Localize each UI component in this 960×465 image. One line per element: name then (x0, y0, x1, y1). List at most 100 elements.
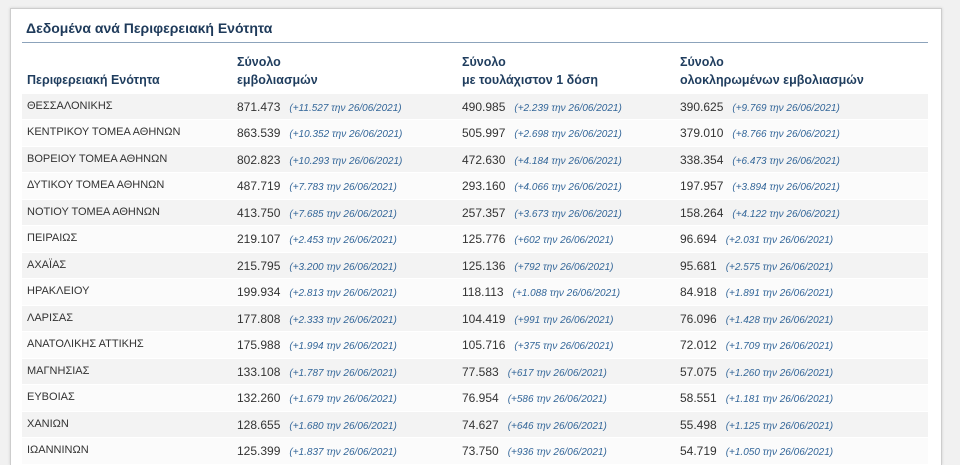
at-least-one-dose-change: (+602 την 26/06/2021) (514, 235, 614, 246)
at-least-one-dose-value: 76.954 (462, 391, 499, 405)
total-vaccinations-value: 802.823 (237, 152, 281, 167)
total-vaccinations-change: (+1.994 την 26/06/2021) (289, 341, 397, 352)
regional-unit-name: ΠΕΙΡΑΙΩΣ (27, 232, 78, 244)
total-vaccinations-value: 133.108 (237, 364, 281, 379)
table-header: Περιφερειακή Ενότητα Σύνολο εμβολιασμών … (22, 53, 928, 89)
total-vaccinations-change: (+3.200 την 26/06/2021) (289, 261, 397, 273)
at-least-one-dose-change: (+792 την 26/06/2021) (514, 261, 614, 273)
at-least-one-dose-change: (+2.239 την 26/06/2021) (514, 102, 622, 114)
header-completed-vaccinations: Σύνολο ολοκληρωμένων εμβολιασμών (675, 53, 928, 89)
at-least-one-dose-change: (+375 την 26/06/2021) (514, 341, 614, 352)
header-regional-unit: Περιφερειακή Ενότητα (22, 53, 232, 89)
regional-unit-name: ΙΩΑΝΝΙΝΩΝ (27, 444, 89, 456)
at-least-one-dose-cell: 472.630 (+4.184 την 26/06/2021) (457, 147, 675, 173)
total-vaccinations-change: (+2.333 την 26/06/2021) (289, 314, 397, 326)
total-vaccinations-change: (+2.813 την 26/06/2021) (289, 288, 397, 299)
completed-vaccinations-cell: 72.012 (+1.709 την 26/06/2021) (675, 332, 928, 358)
completed-vaccinations-change: (+6.473 την 26/06/2021) (732, 155, 840, 167)
completed-vaccinations-cell: 58.551 (+1.181 την 26/06/2021) (675, 385, 928, 411)
completed-vaccinations-cell: 84.918 (+1.891 την 26/06/2021) (675, 279, 928, 305)
at-least-one-dose-value: 105.716 (462, 338, 506, 352)
total-vaccinations-value: 863.539 (237, 126, 281, 140)
at-least-one-dose-cell: 105.716 (+375 την 26/06/2021) (457, 332, 675, 358)
completed-vaccinations-value: 54.719 (680, 444, 717, 458)
completed-vaccinations-change: (+1.709 την 26/06/2021) (725, 341, 834, 352)
regional-unit-name: ΛΑΡΙΣΑΣ (27, 311, 74, 324)
total-vaccinations-change: (+7.783 την 26/06/2021) (289, 182, 397, 193)
completed-vaccinations-cell: 57.075 (+1.260 την 26/06/2021) (675, 359, 928, 385)
table-row: ΗΡΑΚΛΕΙΟΥ 199.934 (+2.813 την 26/06/2021)… (22, 279, 928, 306)
completed-vaccinations-value: 57.075 (680, 364, 717, 379)
at-least-one-dose-change: (+991 την 26/06/2021) (514, 314, 614, 326)
completed-vaccinations-value: 390.625 (680, 99, 724, 114)
completed-vaccinations-value: 72.012 (680, 338, 717, 352)
header-label: Σύνολο (680, 55, 724, 69)
regional-unit-name: ΑΧΑΪΑΣ (27, 258, 67, 271)
completed-vaccinations-change: (+2.031 την 26/06/2021) (725, 235, 834, 246)
total-vaccinations-value: 413.750 (237, 205, 281, 220)
total-vaccinations-cell: 413.750 (+7.685 την 26/06/2021) (232, 200, 457, 226)
header-label: Περιφερειακή Ενότητα (27, 73, 160, 87)
total-vaccinations-cell: 487.719 (+7.783 την 26/06/2021) (232, 173, 457, 199)
total-vaccinations-cell: 199.934 (+2.813 την 26/06/2021) (232, 279, 457, 305)
total-vaccinations-cell: 219.107 (+2.453 την 26/06/2021) (232, 226, 457, 252)
at-least-one-dose-cell: 505.997 (+2.698 την 26/06/2021) (457, 120, 675, 146)
at-least-one-dose-change: (+586 την 26/06/2021) (507, 394, 607, 405)
at-least-one-dose-change: (+4.184 την 26/06/2021) (514, 155, 622, 167)
total-vaccinations-value: 199.934 (237, 285, 281, 299)
at-least-one-dose-value: 472.630 (462, 152, 506, 167)
table-row: ΑΝΑΤΟΛΙΚΗΣ ΑΤΤΙΚΗΣ 175.988 (+1.994 την 26… (22, 332, 928, 359)
at-least-one-dose-cell: 293.160 (+4.066 την 26/06/2021) (457, 173, 675, 199)
header-total-vaccinations: Σύνολο εμβολιασμών (232, 53, 457, 89)
completed-vaccinations-value: 338.354 (680, 152, 724, 167)
completed-vaccinations-value: 379.010 (680, 126, 724, 140)
completed-vaccinations-value: 58.551 (680, 391, 717, 405)
card-title: Δεδομένα ανά Περιφερειακή Ενότητα (26, 20, 273, 36)
at-least-one-dose-cell: 73.750 (+936 την 26/06/2021) (457, 438, 675, 464)
total-vaccinations-cell: 175.988 (+1.994 την 26/06/2021) (232, 332, 457, 358)
header-label: εμβολιασμών (237, 73, 318, 87)
completed-vaccinations-cell: 55.498 (+1.125 την 26/06/2021) (675, 412, 928, 438)
total-vaccinations-cell: 177.808 (+2.333 την 26/06/2021) (232, 306, 457, 332)
completed-vaccinations-cell: 54.719 (+1.050 την 26/06/2021) (675, 438, 928, 464)
total-vaccinations-change: (+1.680 την 26/06/2021) (289, 420, 397, 432)
regional-unit-name: ΝΟΤΙΟΥ ΤΟΜΕΑ ΑΘΗΝΩΝ (27, 205, 160, 218)
completed-vaccinations-cell: 390.625 (+9.769 την 26/06/2021) (675, 94, 928, 120)
at-least-one-dose-change: (+2.698 την 26/06/2021) (514, 129, 622, 140)
table-row: ΚΕΝΤΡΙΚΟΥ ΤΟΜΕΑ ΑΘΗΝΩΝ 863.539 (+10.352 τ… (22, 120, 928, 147)
at-least-one-dose-cell: 118.113 (+1.088 την 26/06/2021) (457, 279, 675, 305)
completed-vaccinations-cell: 158.264 (+4.122 την 26/06/2021) (675, 200, 928, 226)
table-row: ΛΑΡΙΣΑΣ 177.808 (+2.333 την 26/06/2021) 1… (22, 305, 928, 332)
total-vaccinations-value: 128.655 (237, 417, 281, 432)
at-least-one-dose-value: 73.750 (462, 444, 499, 458)
regional-unit-name: ΗΡΑΚΛΕΙΟΥ (27, 285, 90, 297)
at-least-one-dose-value: 490.985 (462, 99, 506, 114)
at-least-one-dose-change: (+646 την 26/06/2021) (507, 420, 607, 432)
completed-vaccinations-change: (+9.769 την 26/06/2021) (732, 102, 840, 114)
title-divider (22, 42, 928, 43)
total-vaccinations-change: (+1.679 την 26/06/2021) (289, 394, 397, 405)
completed-vaccinations-change: (+2.575 την 26/06/2021) (725, 261, 834, 273)
at-least-one-dose-change: (+4.066 την 26/06/2021) (514, 182, 622, 193)
header-label: Σύνολο (462, 55, 506, 69)
total-vaccinations-cell: 871.473 (+11.527 την 26/06/2021) (232, 94, 457, 120)
completed-vaccinations-cell: 379.010 (+8.766 την 26/06/2021) (675, 120, 928, 146)
table-row: ΝΟΤΙΟΥ ΤΟΜΕΑ ΑΘΗΝΩΝ 413.750 (+7.685 την 2… (22, 199, 928, 226)
completed-vaccinations-value: 55.498 (680, 417, 717, 432)
completed-vaccinations-change: (+3.894 την 26/06/2021) (732, 182, 840, 193)
completed-vaccinations-change: (+1.260 την 26/06/2021) (725, 367, 834, 379)
at-least-one-dose-value: 104.419 (462, 311, 506, 326)
table-body: ΘΕΣΣΑΛΟΝΙΚΗΣ 871.473 (+11.527 την 26/06/2… (22, 93, 928, 465)
total-vaccinations-change: (+1.787 την 26/06/2021) (289, 367, 397, 379)
completed-vaccinations-cell: 338.354 (+6.473 την 26/06/2021) (675, 147, 928, 173)
regional-data-card: Δεδομένα ανά Περιφερειακή Ενότητα Περιφε… (10, 8, 942, 465)
total-vaccinations-cell: 215.795 (+3.200 την 26/06/2021) (232, 253, 457, 279)
regional-unit-name: ΚΕΝΤΡΙΚΟΥ ΤΟΜΕΑ ΑΘΗΝΩΝ (27, 126, 181, 138)
completed-vaccinations-value: 96.694 (680, 232, 717, 246)
table-row: ΠΕΙΡΑΙΩΣ 219.107 (+2.453 την 26/06/2021) … (22, 226, 928, 253)
completed-vaccinations-change: (+1.125 την 26/06/2021) (725, 420, 834, 432)
completed-vaccinations-value: 84.918 (680, 285, 717, 299)
total-vaccinations-cell: 125.399 (+1.837 την 26/06/2021) (232, 438, 457, 464)
at-least-one-dose-change: (+936 την 26/06/2021) (507, 447, 607, 458)
completed-vaccinations-value: 158.264 (680, 205, 724, 220)
